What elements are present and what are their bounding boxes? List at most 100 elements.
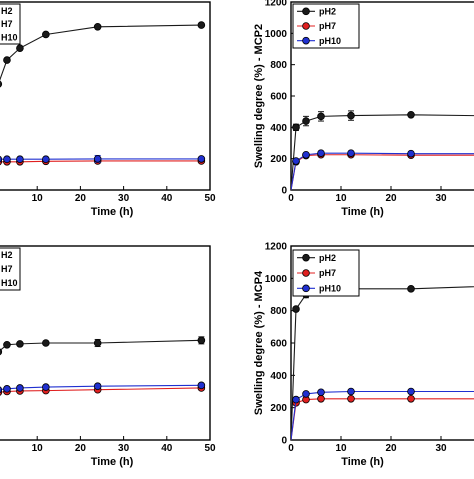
x-tick-label: 40	[161, 443, 173, 454]
y-tick-label: 400	[270, 123, 287, 134]
data-point	[3, 340, 11, 349]
data-point	[16, 384, 24, 392]
plot-frame	[0, 1, 211, 191]
data-point	[292, 157, 300, 165]
x-tick-label: 20	[75, 193, 87, 204]
x-tick-label: 10	[32, 193, 44, 204]
x-tick-label: 20	[385, 443, 397, 454]
y-axis-label: Swelling degree (%) - MCP4	[253, 270, 265, 415]
data-point	[93, 155, 102, 163]
x-tick-label: 30	[435, 193, 447, 204]
legend-swatch-marker	[302, 7, 310, 16]
legend-label: pH7	[319, 268, 336, 278]
data-point	[302, 390, 310, 398]
plot-frame	[0, 245, 211, 441]
series-group	[0, 336, 206, 396]
x-tick-label: 10	[335, 443, 347, 454]
data-point	[3, 155, 11, 164]
legend-swatch-marker	[302, 22, 310, 30]
legend-label: H10	[1, 33, 18, 43]
legend-box	[0, 3, 21, 45]
data-point	[292, 395, 300, 404]
legend-swatch-marker	[302, 269, 310, 277]
legend-label: H7	[1, 19, 13, 29]
legend-label: H2	[1, 250, 13, 260]
x-tick-label: 10	[335, 193, 347, 204]
data-point	[407, 394, 415, 403]
series-line-pH2	[0, 24, 202, 82]
data-point	[407, 149, 415, 158]
x-tick-label: 0	[288, 193, 294, 204]
data-point	[317, 112, 325, 121]
legend-swatch-marker	[302, 36, 310, 45]
legend-box	[0, 247, 21, 291]
y-tick-label: 200	[270, 403, 287, 414]
x-tick-label: 30	[435, 443, 447, 454]
x-tick-label: 10	[32, 443, 44, 454]
data-point	[197, 336, 206, 345]
data-point	[197, 381, 206, 390]
series-line-pH7	[0, 160, 202, 163]
series-group	[0, 21, 206, 166]
x-tick-label: 40	[161, 193, 173, 204]
data-point	[347, 149, 355, 157]
legend-label: pH10	[319, 36, 341, 46]
y-tick-label: 1200	[265, 242, 288, 253]
legend-label: H10	[1, 278, 18, 288]
series-line-pH7	[291, 154, 474, 191]
x-tick-label: 20	[75, 443, 87, 454]
data-point	[42, 30, 50, 39]
data-point	[407, 285, 415, 293]
legend-label: pH7	[319, 21, 336, 31]
series-group	[291, 285, 474, 441]
data-point	[292, 123, 300, 132]
legend-swatch-marker	[302, 284, 310, 293]
data-point	[42, 155, 50, 164]
y-tick-label: 0	[281, 436, 287, 447]
legend-swatch-marker	[302, 253, 310, 262]
series-line-pH2	[291, 286, 474, 441]
data-point	[16, 340, 24, 348]
data-point	[16, 44, 24, 52]
data-point	[317, 149, 325, 157]
x-axis-label: Time (h)	[341, 206, 384, 218]
y-tick-label: 400	[270, 371, 287, 382]
data-point	[292, 305, 300, 313]
legend-label: pH2	[319, 7, 336, 17]
data-point	[93, 382, 102, 391]
data-point	[0, 80, 3, 88]
panel-bottom-right: 0 10 20 30 0 200 400 600 800 1000 1200 Time (h) Swel…	[253, 242, 474, 468]
y-tick-label: 1000	[265, 29, 288, 40]
data-point	[42, 339, 50, 347]
data-point	[407, 387, 415, 396]
x-tick-label: 50	[204, 443, 216, 454]
data-point	[197, 155, 206, 163]
x-tick-label: 20	[385, 193, 397, 204]
data-point	[302, 150, 310, 159]
y-tick-label: 800	[270, 60, 287, 71]
series-line-pH7	[0, 387, 202, 393]
x-axis-label: Time (h)	[91, 456, 134, 468]
data-point	[93, 22, 102, 31]
data-point	[407, 111, 415, 119]
y-tick-label: 600	[270, 339, 287, 350]
legend-label: H7	[1, 264, 13, 274]
data-point	[347, 394, 355, 403]
x-axis-label: Time (h)	[91, 206, 134, 218]
y-tick-label: 0	[281, 186, 287, 197]
y-tick-label: 1000	[265, 274, 288, 285]
series-group	[291, 110, 474, 191]
data-point	[347, 387, 355, 396]
data-point	[3, 56, 11, 64]
legend: pH2 pH7 pH10	[292, 3, 360, 49]
legend: H2 H7 H10	[0, 247, 21, 291]
series-line-pH10	[0, 384, 202, 391]
y-tick-label: 600	[270, 92, 287, 103]
data-point	[197, 21, 206, 29]
data-point	[317, 388, 325, 397]
y-tick-label: 800	[270, 306, 287, 317]
x-tick-label: 0	[288, 443, 294, 454]
data-point	[16, 155, 24, 164]
